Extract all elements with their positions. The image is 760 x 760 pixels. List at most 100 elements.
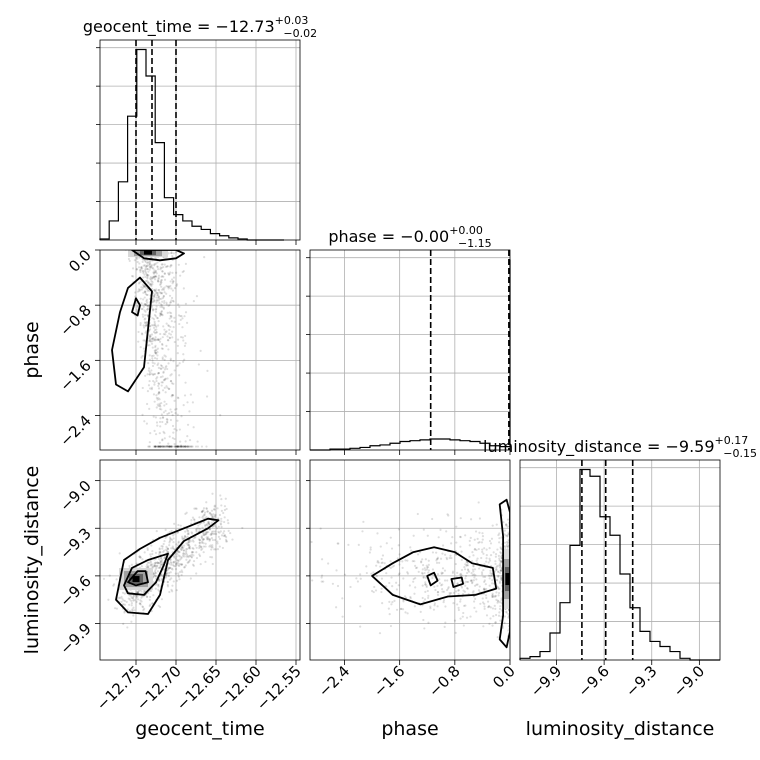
scatter-point xyxy=(421,568,424,571)
scatter-point xyxy=(182,404,185,407)
scatter-point xyxy=(153,289,156,292)
scatter-point xyxy=(205,533,208,536)
scatter-point xyxy=(144,290,147,293)
scatter-point xyxy=(146,595,149,598)
scatter-point xyxy=(157,338,160,341)
scatter-point xyxy=(159,292,162,295)
scatter-point xyxy=(174,445,177,448)
scatter-point xyxy=(168,286,171,289)
scatter-point xyxy=(156,376,159,379)
scatter-point xyxy=(138,289,141,293)
scatter-point xyxy=(177,575,180,578)
scatter-point xyxy=(186,543,189,547)
scatter-point xyxy=(219,414,222,417)
scatter-point xyxy=(162,306,165,309)
scatter-point xyxy=(491,595,494,599)
scatter-point xyxy=(152,373,155,376)
scatter-point xyxy=(136,591,139,594)
scatter-point xyxy=(128,594,131,597)
contour-group-0 xyxy=(111,250,185,393)
scatter-point xyxy=(147,362,150,365)
scatter-point xyxy=(134,291,137,294)
scatter-point xyxy=(491,594,494,597)
scatter-point xyxy=(149,553,152,556)
scatter-point xyxy=(483,605,486,608)
scatter-point xyxy=(172,547,175,551)
scatter-point xyxy=(204,545,207,548)
scatter-point xyxy=(153,264,156,267)
scatter-point xyxy=(168,435,171,438)
scatter-point xyxy=(180,569,183,572)
scatter-point xyxy=(164,528,167,531)
scatter-point xyxy=(151,359,154,362)
scatter-point xyxy=(143,551,146,554)
scatter-point xyxy=(184,564,187,567)
scatter-point xyxy=(464,568,467,571)
scatter-point xyxy=(441,571,444,575)
scatter-point xyxy=(142,609,145,612)
scatter-point xyxy=(186,541,189,545)
scatter-point xyxy=(200,535,203,538)
scatter-point xyxy=(170,382,174,385)
scatter-point xyxy=(506,541,510,545)
scatter-point xyxy=(362,520,365,523)
scatter-point xyxy=(132,597,135,600)
scatter-point xyxy=(431,576,434,580)
scatter-point xyxy=(210,514,213,517)
scatter-point xyxy=(168,336,171,339)
scatter-point xyxy=(152,572,155,575)
scatter-point xyxy=(163,301,166,305)
scatter-point xyxy=(489,569,492,572)
scatter-point xyxy=(506,546,509,549)
scatter-point xyxy=(153,278,157,281)
scatter-point xyxy=(464,577,467,580)
scatter-point xyxy=(505,540,509,544)
scatter-point xyxy=(143,590,146,593)
scatter-point xyxy=(171,547,175,550)
scatter-point xyxy=(497,575,500,578)
scatter-point xyxy=(181,571,184,574)
scatter-point xyxy=(173,427,176,431)
scatter-point xyxy=(153,357,157,360)
scatter-point xyxy=(147,274,150,277)
scatter-point xyxy=(169,265,172,268)
scatter-point xyxy=(165,292,168,295)
scatter-point xyxy=(168,445,171,448)
scatter-point xyxy=(487,574,491,577)
scatter-point xyxy=(205,445,208,448)
scatter-point xyxy=(186,445,189,448)
scatter-point xyxy=(167,273,171,276)
scatter-point xyxy=(503,541,506,544)
scatter-point xyxy=(146,267,149,271)
scatter-point xyxy=(180,415,183,418)
scatter-point xyxy=(183,445,187,448)
scatter-point xyxy=(177,445,180,448)
scatter-point xyxy=(148,367,151,370)
scatter-point xyxy=(148,328,152,331)
scatter-point xyxy=(155,272,158,275)
scatter-point xyxy=(210,512,213,516)
scatter-point xyxy=(162,287,165,290)
scatter-point xyxy=(203,533,207,536)
scatter-point xyxy=(160,292,164,295)
scatter-point xyxy=(442,601,445,604)
scatter-point xyxy=(149,432,152,435)
scatter-point xyxy=(171,330,174,333)
scatter-point xyxy=(140,307,143,311)
scatter-point xyxy=(141,283,144,286)
scatter-point xyxy=(146,279,149,282)
scatter-point xyxy=(150,340,153,343)
scatter-point xyxy=(188,539,191,542)
scatter-point xyxy=(189,554,192,557)
scatter-point xyxy=(136,290,140,293)
scatter-point xyxy=(170,252,173,255)
scatter-point xyxy=(424,583,427,586)
scatter-point xyxy=(173,445,176,448)
scatter-point xyxy=(168,328,171,331)
scatter-point xyxy=(170,373,173,376)
scatter-point xyxy=(141,386,144,390)
scatter-point xyxy=(168,541,171,544)
scatter-point xyxy=(155,406,158,409)
scatter-point xyxy=(187,556,190,559)
scatter-point xyxy=(202,533,205,537)
